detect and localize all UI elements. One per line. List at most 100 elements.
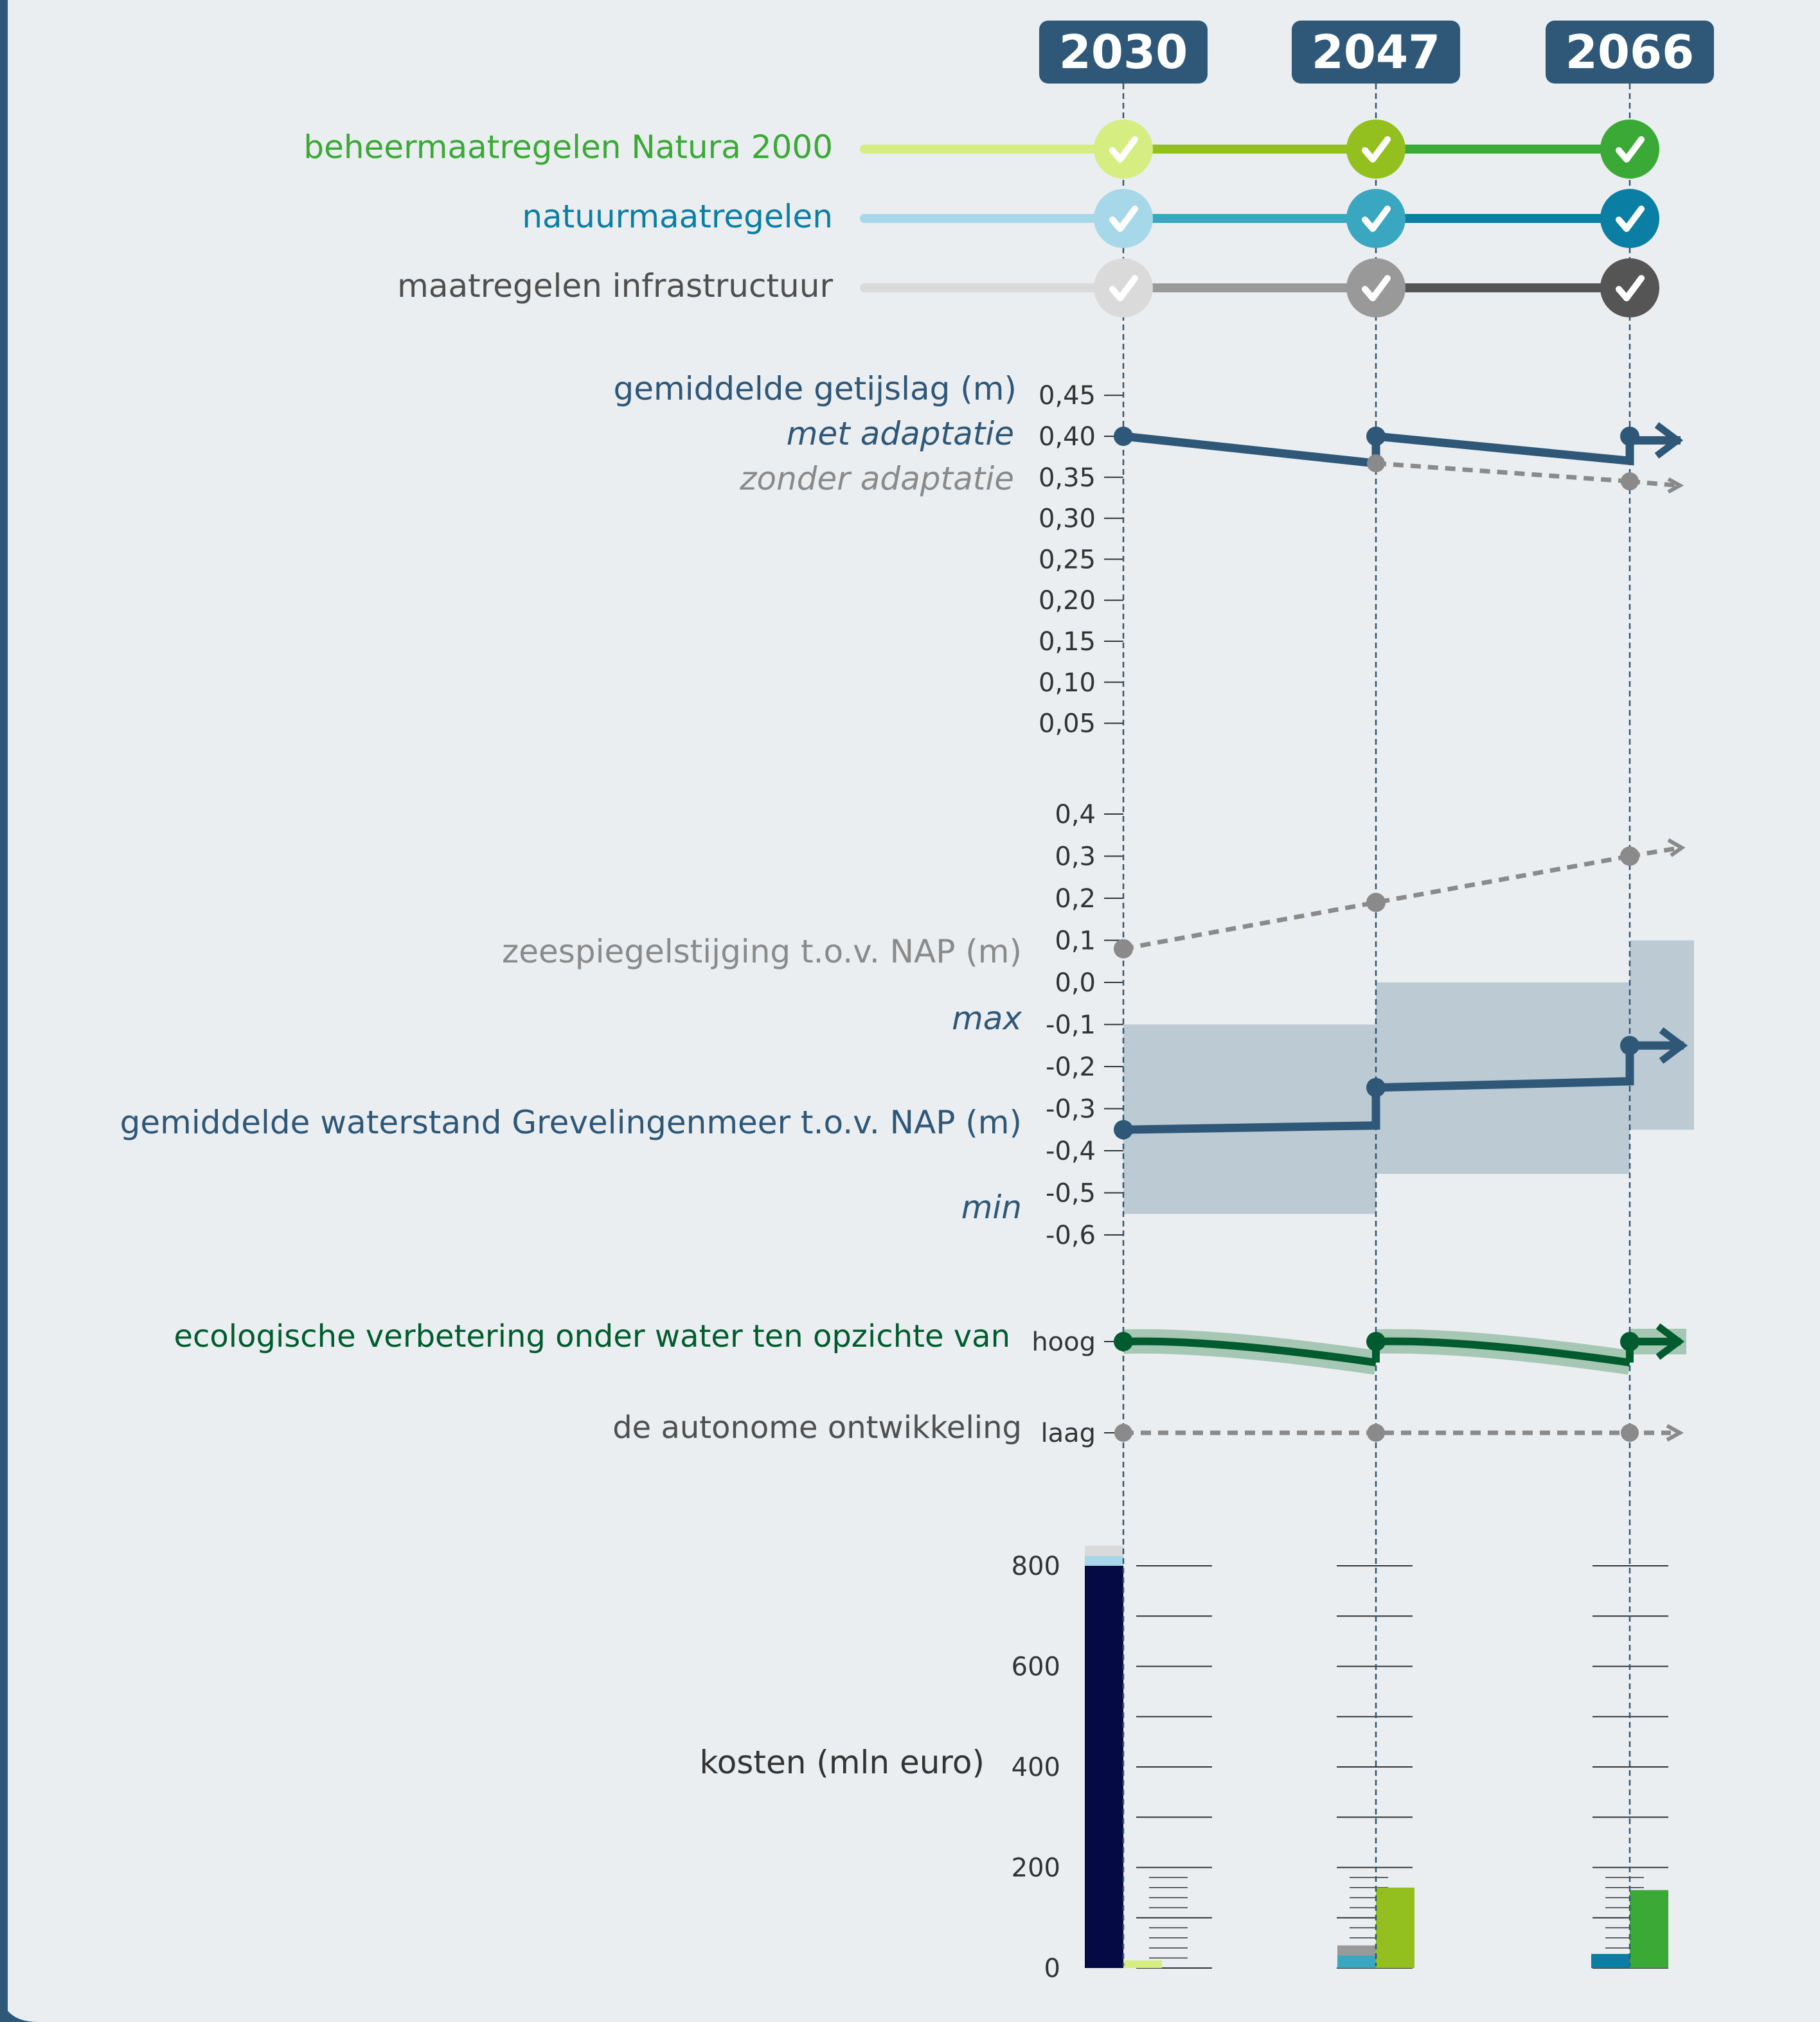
max-label: max [952,1000,1022,1037]
cost-bar-2066-natura [1630,1890,1668,1968]
met-adaptatie-label: met adaptatie [787,415,1014,452]
check-circle-infra-2066 [1600,258,1659,317]
water-tick-label-7: -0,3 [1046,1095,1096,1124]
autonomous-arrowhead [1666,1424,1684,1442]
cost-tick-label-600: 600 [1012,1653,1060,1682]
cost-tick-label-0: 0 [1044,1954,1060,1983]
tidal-tick-label-7: 0,10 [1039,668,1096,698]
check-circle-natuur-2047 [1346,189,1405,248]
cost-bar-2066-natuur2 [1591,1954,1630,1968]
tidal-tick-label-5: 0,20 [1039,586,1096,616]
check-circle-natuur-2066 [1600,189,1659,248]
tidal-tick-label-6: 0,15 [1039,627,1096,657]
measure-label-natura: beheermaatregelen Natura 2000 [303,129,833,166]
sea-level-point-2030 [1114,939,1133,959]
cost-bar-2030-cost_dark [1085,1566,1123,1968]
met-adaptatie-point-2030 [1114,427,1133,446]
check-circle-infra-2030 [1094,258,1153,317]
year-badge-2030: 2030 [1039,21,1208,84]
eco-point-2066 [1620,1332,1639,1351]
sea-level-point-2047 [1366,892,1386,912]
zonder-adaptatie-arrowhead [1667,477,1684,494]
frame-corner [0,1985,39,2022]
check-icon-infra-2047 [1362,275,1391,301]
cost-bar-2030-natura [1123,1960,1162,1968]
zonder-adaptatie-line [1375,461,1630,484]
water-tick-label-9: -0,5 [1046,1179,1096,1209]
cost-tick-label-800: 800 [1012,1552,1060,1581]
check-icon-natuur-2066 [1616,206,1645,232]
tidal-tick-label-8: 0,05 [1039,709,1096,739]
year-label-2047: 2047 [1312,25,1440,79]
eco-line-1 [1375,1337,1630,1367]
met-adaptatie-arrowhead [1654,421,1684,459]
water-tick-label-2: 0,2 [1055,884,1096,914]
check-icon-natura-2030 [1109,136,1138,163]
cost-bar-2030-infra0 [1085,1545,1123,1556]
tidal-tick-label-1: 0,40 [1039,422,1096,452]
tidal-tick-label-3: 0,30 [1039,504,1096,534]
check-circle-natura-2047 [1346,120,1405,179]
year-label-2030: 2030 [1059,25,1188,79]
cost-bar-2047-infra1 [1337,1945,1376,1956]
water-level-point-2047 [1366,1078,1386,1097]
min-label: min [961,1189,1022,1226]
water-tick-label-1: 0,3 [1055,842,1096,872]
sea-level-label: zeespiegelstijging t.o.v. NAP (m) [502,933,1022,970]
year-badge-2047: 2047 [1292,21,1460,84]
zonder-adaptatie-label: zonder adaptatie [739,460,1014,497]
year-label-2066: 2066 [1566,25,1694,79]
check-icon-infra-2030 [1109,275,1138,301]
autonomous-point-2047 [1367,1424,1385,1442]
water-tick-label-4: 0,0 [1055,968,1096,998]
water-range-band-0 [1123,1024,1376,1214]
cost-tick-label-400: 400 [1012,1753,1060,1782]
water-tick-label-5: -0,1 [1046,1011,1096,1040]
water-tick-label-8: -0,4 [1046,1137,1096,1166]
measure-label-natuur: natuurmaatregelen [522,198,833,235]
water-level-point-2030 [1114,1120,1133,1140]
met-adaptatie-point-2066 [1620,427,1639,446]
zonder-adaptatie-point-2066 [1621,472,1639,491]
check-icon-natura-2047 [1362,136,1391,163]
water-level-arrowhead [1659,1027,1688,1064]
eco-arrowhead [1655,1323,1685,1360]
cost-bar-2030-natuur0 [1085,1556,1123,1566]
cost-bar-2047-natuur1 [1337,1955,1376,1968]
check-icon-infra-2066 [1616,275,1645,301]
check-circle-natura-2030 [1094,120,1153,179]
met-adaptatie-point-2047 [1366,427,1386,446]
autonomous-point-2030 [1114,1424,1132,1442]
tidal-title: gemiddelde getijslag (m) [614,370,1017,407]
water-range-band-1 [1376,982,1630,1175]
eco-point-2047 [1366,1332,1386,1351]
water-level-point-2066 [1620,1036,1639,1056]
water-level-label: gemiddelde waterstand Grevelingenmeer t.… [120,1104,1022,1141]
tidal-tick-label-4: 0,25 [1039,545,1096,574]
cost-bar-2047-natura [1376,1887,1414,1968]
check-circle-natura-2066 [1600,120,1659,179]
eco-point-2030 [1114,1332,1133,1351]
cost-tick-label-200: 200 [1012,1854,1060,1883]
eco-subtitle: de autonome ontwikkeling [612,1410,1022,1446]
check-circle-infra-2047 [1346,258,1405,317]
water-tick-label-3: 0,1 [1055,927,1096,956]
water-tick-label-10: -0,6 [1046,1221,1096,1250]
tidal-tick-label-2: 0,35 [1039,463,1096,493]
check-icon-natuur-2030 [1109,206,1138,232]
sea-level-point-2066 [1620,846,1639,866]
left-frame [0,0,8,2022]
year-badge-2066: 2066 [1546,21,1714,84]
water-tick-label-0: 0,4 [1055,800,1096,829]
autonomous-point-2066 [1621,1424,1639,1442]
check-circle-natuur-2030 [1094,189,1153,248]
eco-line-0 [1123,1337,1377,1367]
costs-label: kosten (mln euro) [700,1744,985,1781]
check-icon-natura-2066 [1616,136,1645,163]
tidal-tick-label-0: 0,45 [1039,381,1096,411]
water-tick-label-6: -0,2 [1046,1052,1096,1082]
eco-tick-label-hoog: hoog [1031,1327,1096,1357]
eco-tick-label-laag: laag [1040,1419,1096,1448]
zonder-adaptatie-point-2047 [1367,454,1385,473]
